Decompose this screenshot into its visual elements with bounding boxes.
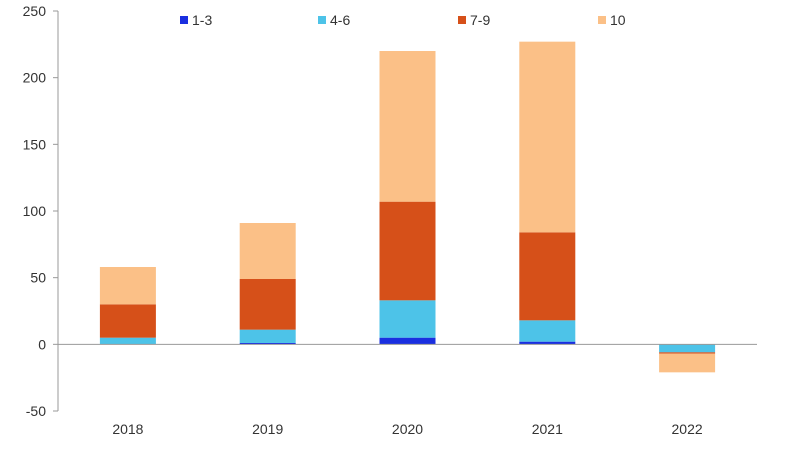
x-axis: 2018 2019 2020 2021 2022: [58, 343, 757, 437]
bar-segment-2019-10: [239, 223, 296, 279]
legend-swatch: [458, 16, 466, 24]
legend-item-10: 10: [598, 12, 626, 28]
bar-segment-2018-7-9: [99, 304, 156, 338]
y-tick-label: 100: [23, 203, 47, 219]
y-tick-label: -50: [26, 403, 46, 419]
bar-stack-2021: [519, 41, 576, 345]
legend-swatch: [318, 16, 326, 24]
y-tick-label: 200: [23, 70, 47, 86]
bar-segment-2018-10: [99, 267, 156, 305]
y-tick-label: 250: [23, 3, 47, 19]
legend: 1-3 4-6 7-9 10: [180, 12, 626, 28]
bar-segment-2020-7-9: [379, 201, 436, 301]
bar-segment-2021-7-9: [519, 232, 576, 321]
bar-stack-2022: [659, 344, 716, 373]
bar-segment-2022-7-9: [659, 352, 716, 354]
bar-segment-2019-4-6: [239, 329, 296, 343]
bar-segment-2019-7-9: [239, 279, 296, 330]
y-axis: -50 0 50 100 150 200 250: [23, 3, 59, 419]
legend-item-7-9: 7-9: [458, 12, 490, 28]
bar-segment-2020-10: [379, 51, 436, 202]
legend-label: 7-9: [470, 12, 490, 28]
bar-segment-2019-1-3: [239, 343, 296, 345]
legend-item-1-3: 1-3: [180, 12, 212, 28]
bar-segment-2021-4-6: [519, 320, 576, 342]
legend-label: 10: [610, 12, 626, 28]
legend-item-4-6: 4-6: [318, 12, 350, 28]
bars: [99, 41, 716, 373]
x-tick-label: 2022: [672, 421, 703, 437]
legend-label: 1-3: [192, 12, 212, 28]
x-tick-label: 2019: [252, 421, 283, 437]
bar-segment-2022-10: [659, 353, 716, 373]
bar-segment-2022-4-6: [659, 344, 716, 353]
legend-label: 4-6: [330, 12, 350, 28]
legend-swatch: [180, 16, 188, 24]
y-tick-label: 50: [30, 270, 46, 286]
x-tick-label: 2018: [112, 421, 143, 437]
y-tick-label: 0: [38, 336, 46, 352]
y-tick-label: 150: [23, 136, 47, 152]
bar-segment-2021-10: [519, 41, 576, 233]
bar-segment-2020-1-3: [379, 337, 436, 345]
legend-swatch: [598, 16, 606, 24]
bar-stack-2018: [99, 267, 156, 345]
x-tick-label: 2020: [392, 421, 423, 437]
bar-stack-2019: [239, 223, 296, 345]
x-tick-label: 2021: [532, 421, 563, 437]
bar-segment-2020-4-6: [379, 300, 436, 338]
bar-segment-2018-4-6: [99, 337, 156, 345]
bar-segment-2021-1-3: [519, 341, 576, 345]
bar-stack-2020: [379, 51, 436, 345]
